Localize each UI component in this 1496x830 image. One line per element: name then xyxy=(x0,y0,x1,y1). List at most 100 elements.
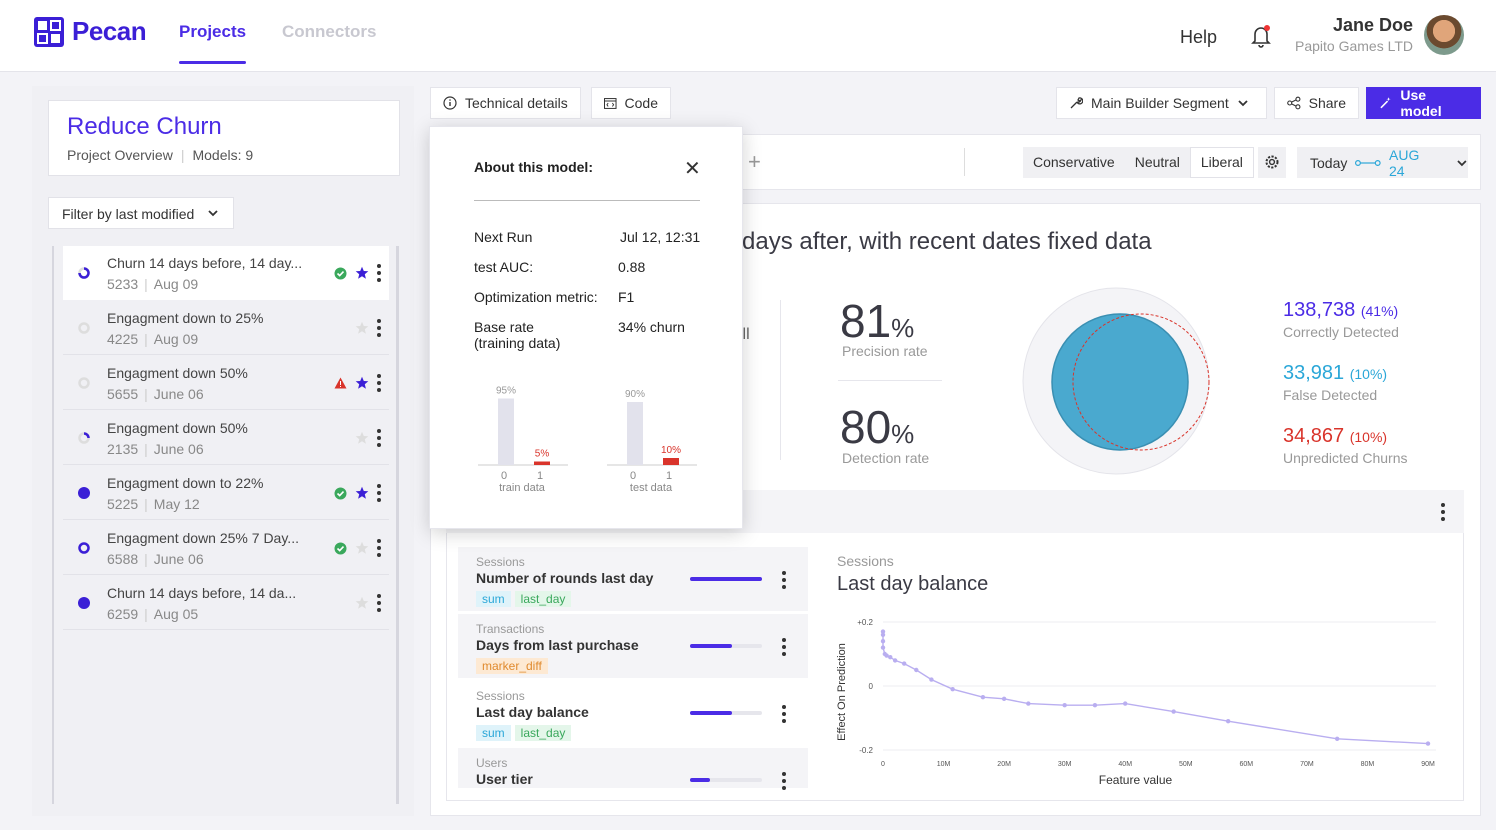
feature-list-item[interactable]: Sessions Number of rounds last day sum la… xyxy=(458,547,808,612)
model-status-icon xyxy=(78,542,90,554)
feature-menu-icon[interactable] xyxy=(782,772,786,790)
chart-point xyxy=(1171,709,1176,714)
segment-label: Main Builder Segment xyxy=(1091,95,1229,111)
tab-projects[interactable]: Projects xyxy=(179,22,247,41)
mode-liberal[interactable]: Liberal xyxy=(1189,147,1254,178)
share-button[interactable]: Share xyxy=(1274,87,1359,119)
user-avatar[interactable] xyxy=(1424,15,1464,55)
help-link[interactable]: Help xyxy=(1180,27,1218,47)
mode-conservative[interactable]: Conservative xyxy=(1033,154,1115,170)
model-menu-icon[interactable] xyxy=(377,594,381,612)
project-overview-link[interactable]: Project Overview xyxy=(67,147,173,163)
feature-menu-icon[interactable] xyxy=(782,571,786,589)
star-icon[interactable] xyxy=(355,596,369,610)
model-id: 5225 xyxy=(107,496,139,512)
model-list-item[interactable]: Engagment down 50% 2135 | June 06 xyxy=(63,411,389,465)
model-list-item[interactable]: Engagment down to 25% 4225 | Aug 09 xyxy=(63,301,389,355)
mode-neutral[interactable]: Neutral xyxy=(1134,154,1180,170)
correct-detected-label: Correctly Detected xyxy=(1283,324,1399,340)
model-list-item[interactable]: Engagment down 50% 5655 | June 06 xyxy=(63,356,389,410)
model-list-item[interactable]: Churn 14 days before, 14 day... 5233 | Aug… xyxy=(63,246,389,300)
star-icon[interactable] xyxy=(355,266,369,280)
model-menu-icon[interactable] xyxy=(377,539,381,557)
chart-point xyxy=(929,677,934,682)
model-menu-icon[interactable] xyxy=(377,374,381,392)
partial-text: ill xyxy=(739,326,750,343)
feature-tag: sum xyxy=(476,725,511,741)
feature-menu-icon[interactable] xyxy=(782,638,786,656)
chevron-down-icon xyxy=(1457,159,1467,166)
feature-tags: sum last_day xyxy=(476,591,572,607)
star-icon[interactable] xyxy=(355,321,369,335)
model-actions xyxy=(334,264,381,282)
star-icon[interactable] xyxy=(355,541,369,555)
add-icon[interactable]: + xyxy=(748,149,761,174)
technical-details-button[interactable]: Technical details xyxy=(430,87,581,119)
code-button[interactable]: Code xyxy=(591,87,671,119)
feature-name: Days from last purchase xyxy=(476,637,639,653)
false-detected-label: False Detected xyxy=(1283,387,1378,403)
mini-chart-tick: 0 xyxy=(630,470,636,482)
model-list-item[interactable]: Engagment down to 22% 5225 | May 12 xyxy=(63,466,389,520)
feature-list-item[interactable]: Sessions Last day balance sum last_day xyxy=(458,681,808,746)
chart-series-line xyxy=(882,631,1429,745)
feature-list-item[interactable]: Users User tier xyxy=(458,748,808,790)
settings-divider xyxy=(964,148,965,176)
date-today: Today xyxy=(1310,154,1348,171)
model-list-item[interactable]: Churn 14 days before, 14 da... 6259 | Aug … xyxy=(63,576,389,630)
chart-point xyxy=(1425,741,1431,746)
model-id: 5655 xyxy=(107,386,139,402)
feature-panel-menu-icon[interactable] xyxy=(1441,503,1445,521)
model-meta: 5233 | Aug 09 xyxy=(107,276,199,292)
feature-category: Sessions xyxy=(476,555,525,569)
share-label: Share xyxy=(1308,95,1346,111)
filter-dropdown[interactable]: Filter by last modified xyxy=(48,197,234,229)
model-menu-icon[interactable] xyxy=(377,484,381,502)
brand-logo[interactable]: Pecan xyxy=(34,16,147,47)
model-date: Aug 05 xyxy=(153,606,199,622)
correct-detected-value: 138,738 (41%) xyxy=(1283,299,1399,321)
base-rate-row: Base rate (training data) 34% churn xyxy=(474,319,685,351)
chart-point xyxy=(888,655,893,660)
tab-connectors[interactable]: Connectors xyxy=(282,22,377,41)
star-icon[interactable] xyxy=(355,486,369,500)
chart-point xyxy=(1334,736,1340,741)
chart-point xyxy=(880,632,886,637)
model-id: 6588 xyxy=(107,551,139,567)
feature-menu-icon[interactable] xyxy=(782,705,786,723)
date-range-picker[interactable]: Today AUG 24 xyxy=(1297,147,1468,179)
feature-list-item[interactable]: Transactions Days from last purchase mar… xyxy=(458,614,808,679)
threshold-settings-button[interactable] xyxy=(1258,147,1286,178)
chart-y-label: Effect On Prediction xyxy=(836,643,848,741)
mini-chart-bar-label: 10% xyxy=(661,445,681,456)
chart-x-tick: 70M xyxy=(1300,761,1314,768)
user-name: Jane Doe xyxy=(1332,15,1413,35)
model-list-item[interactable]: Engagment down 25% 7 Day... 6588 | June 06 xyxy=(63,521,389,575)
unpredicted-churns-value: 34,867 (10%) xyxy=(1283,425,1388,447)
star-icon[interactable] xyxy=(355,376,369,390)
model-status-icon xyxy=(78,322,90,334)
mini-chart-bar-label: 95% xyxy=(496,386,516,397)
notification-bell-icon[interactable] xyxy=(1250,24,1272,48)
segment-dropdown[interactable]: Main Builder Segment xyxy=(1056,87,1267,119)
feature-tag: last_day xyxy=(514,591,572,607)
model-menu-icon[interactable] xyxy=(377,264,381,282)
active-tab-indicator xyxy=(179,61,246,64)
wrench-icon xyxy=(1070,97,1083,109)
use-model-button[interactable]: Use model xyxy=(1366,87,1481,119)
chart-point xyxy=(1026,701,1031,706)
chart-point xyxy=(1092,703,1098,708)
project-card[interactable]: Reduce Churn Project Overview | Models: 9 xyxy=(48,100,400,176)
close-icon[interactable]: ✕ xyxy=(684,158,701,180)
threshold-mode-selector: Conservative Neutral Liberal xyxy=(1023,147,1254,178)
star-icon[interactable] xyxy=(355,431,369,445)
model-menu-icon[interactable] xyxy=(377,429,381,447)
model-menu-icon[interactable] xyxy=(377,319,381,337)
model-list-scrollbar[interactable] xyxy=(396,246,399,804)
model-meta: 2135 | June 06 xyxy=(107,441,204,457)
feature-tags: marker_diff xyxy=(476,658,548,674)
chart-x-tick: 30M xyxy=(1058,761,1072,768)
model-actions xyxy=(334,484,381,502)
model-name: Engagment down to 25% xyxy=(107,310,264,326)
feature-importance-bar xyxy=(690,711,762,715)
